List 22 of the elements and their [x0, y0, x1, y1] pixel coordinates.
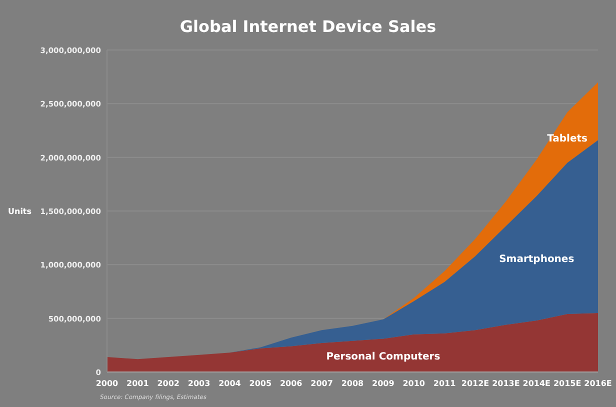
y-axis-title: Units	[8, 207, 32, 216]
series-label: Tablets	[547, 133, 588, 144]
series-label: Personal Computers	[326, 351, 440, 362]
x-tick-label: 2000	[96, 379, 119, 388]
x-tick-label: 2003	[188, 379, 210, 388]
x-tick-label: 2014E	[522, 379, 550, 388]
x-tick-label: 2004	[218, 379, 242, 388]
x-tick-label: 2008	[341, 379, 364, 388]
x-tick-label: 2012E	[461, 379, 490, 388]
x-tick-label: 2001	[126, 379, 150, 388]
x-tick-label: 2013E	[492, 379, 520, 388]
x-tick-label: 2010	[402, 379, 426, 388]
x-tick-label: 2005	[249, 379, 272, 388]
chart-title: Global Internet Device Sales	[180, 17, 436, 36]
x-tick-label: 2011	[433, 379, 456, 388]
x-tick-label: 2007	[310, 379, 333, 388]
x-tick-label: 2016E	[584, 379, 612, 388]
x-tick-label: 2009	[372, 379, 395, 388]
x-tick-label: 2006	[280, 379, 303, 388]
x-tick-label: 2015E	[553, 379, 582, 388]
x-tick-label: 2002	[157, 379, 180, 388]
series-label: Smartphones	[499, 254, 574, 266]
